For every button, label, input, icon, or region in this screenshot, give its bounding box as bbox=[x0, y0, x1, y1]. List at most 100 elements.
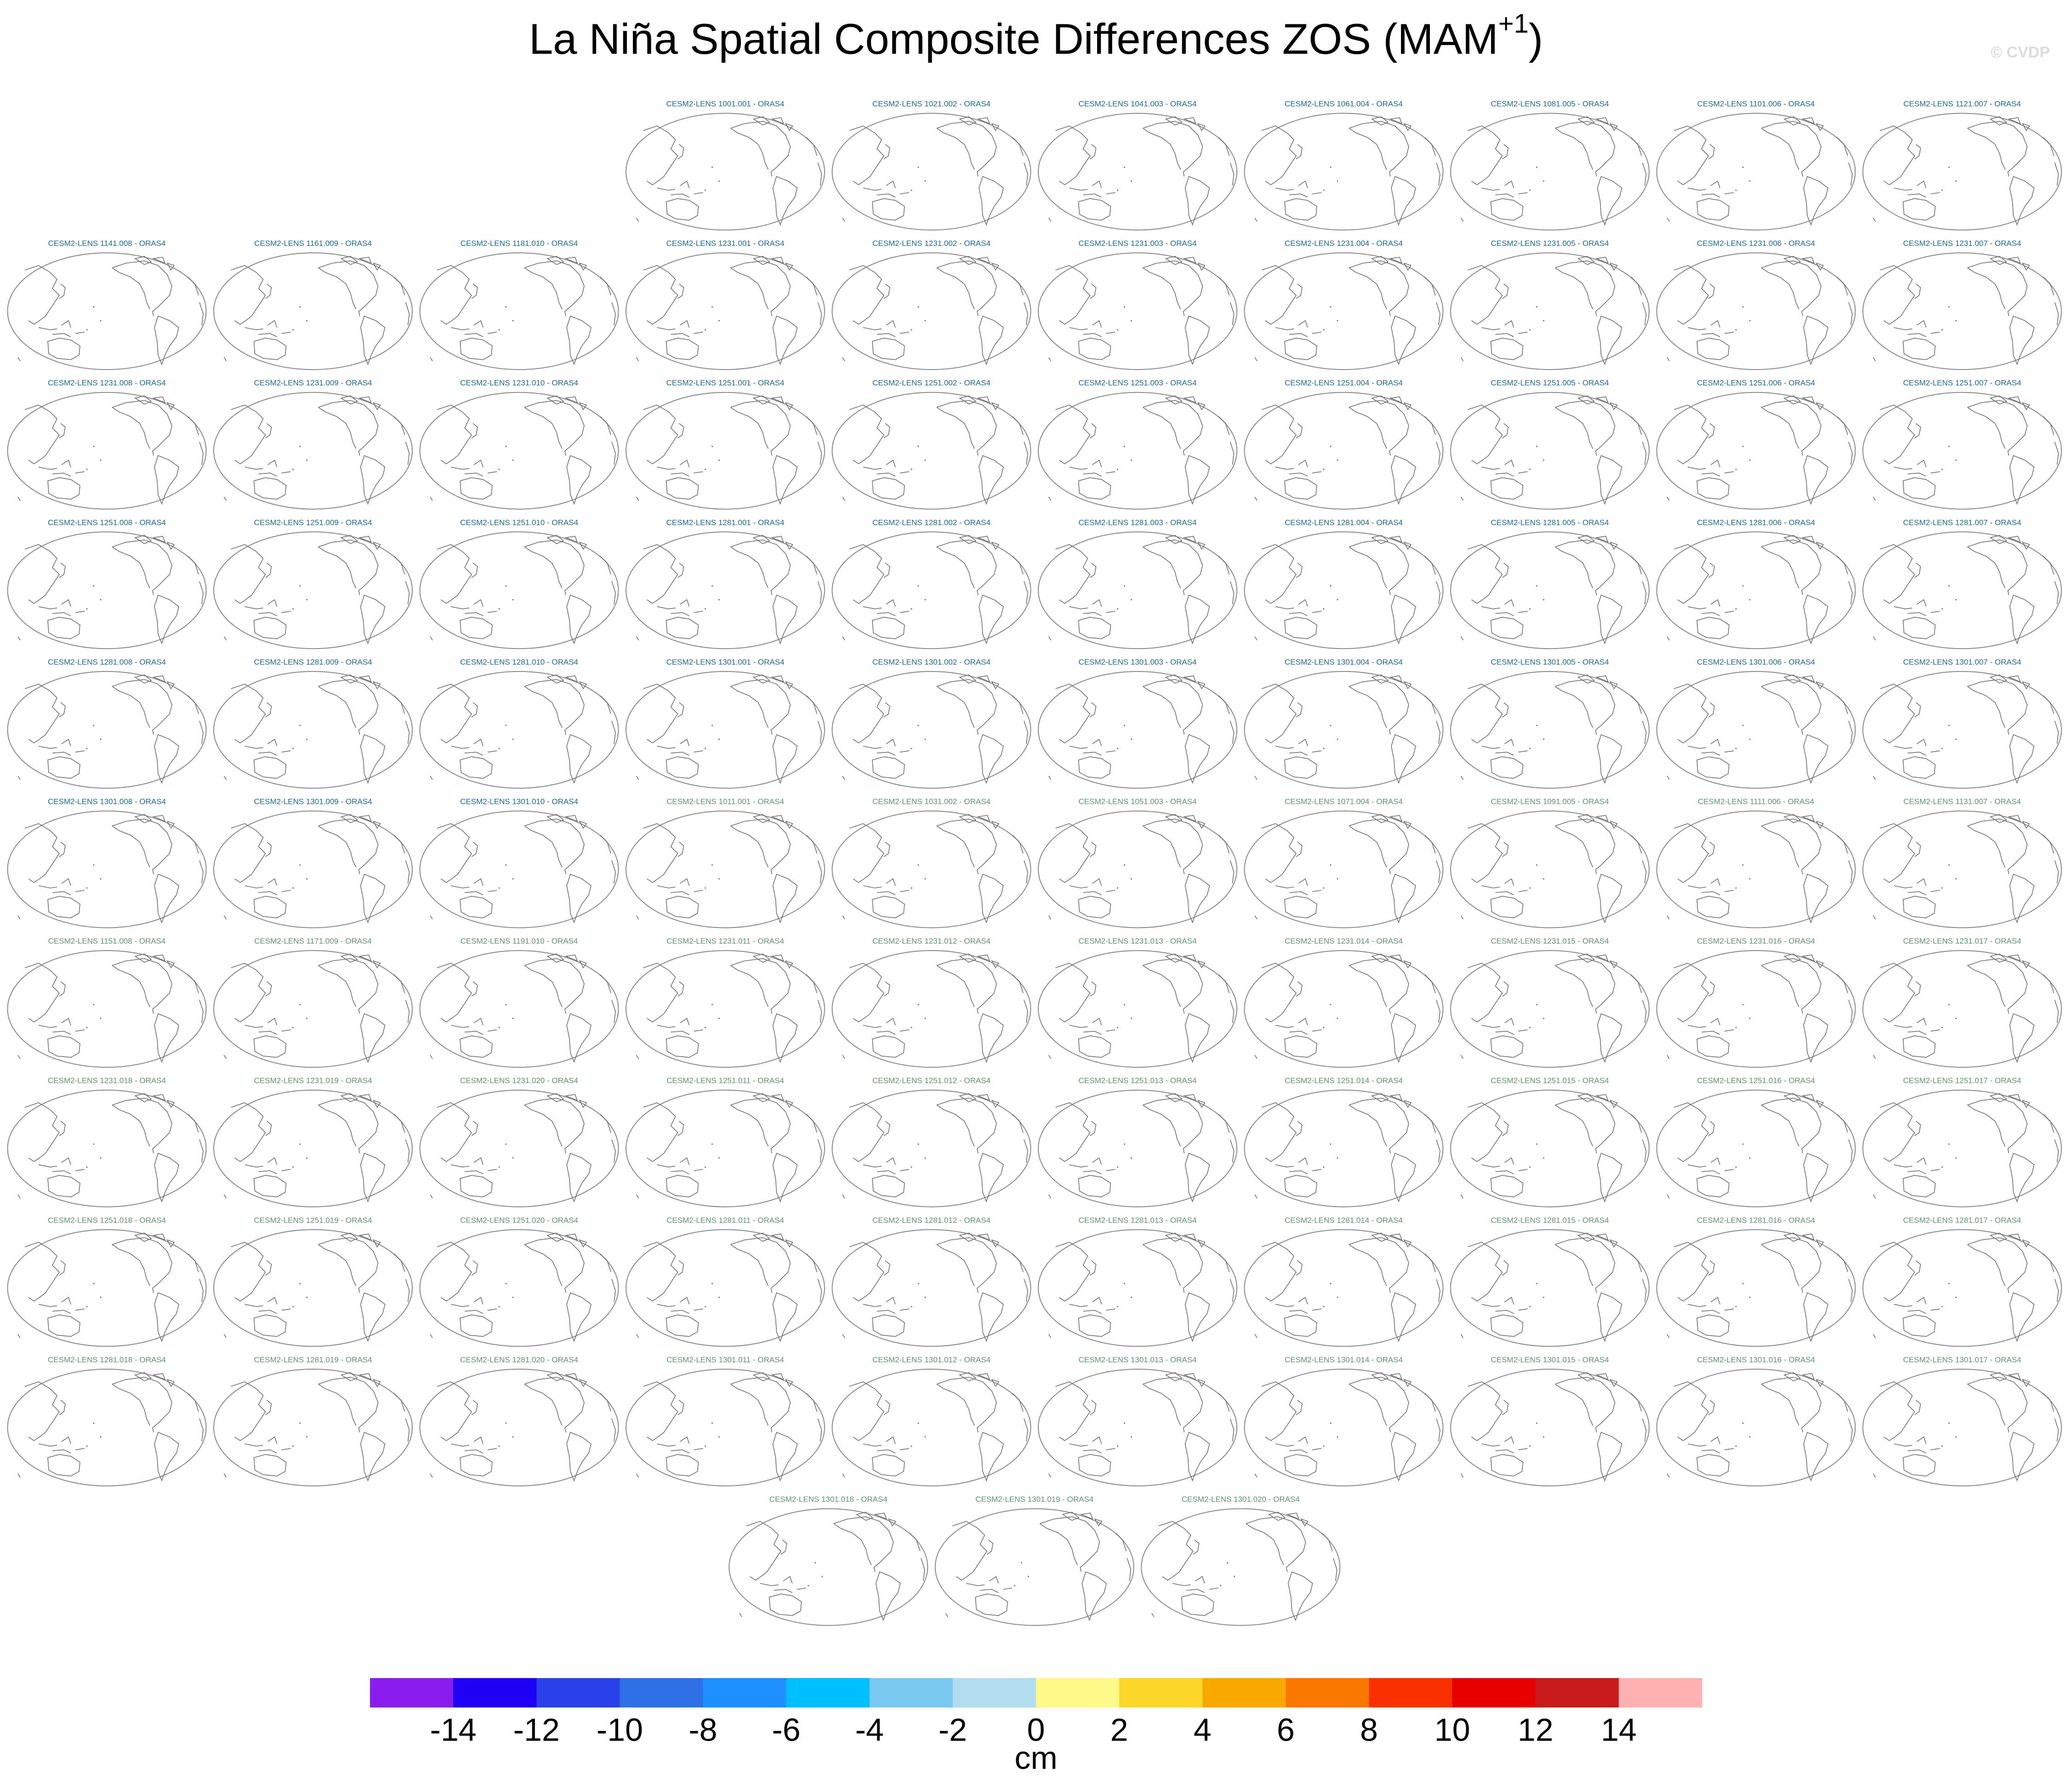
map bbox=[1862, 531, 2062, 649]
map bbox=[1038, 252, 1237, 370]
map bbox=[831, 1229, 1031, 1347]
panel-title: CESM2-LENS 1231.005 - ORAS4 bbox=[1491, 239, 1609, 248]
map-panel: CESM2-LENS 1251.016 - ORAS4 bbox=[1656, 1076, 1856, 1207]
panel-title: CESM2-LENS 1301.001 - ORAS4 bbox=[666, 658, 784, 666]
map-panel: CESM2-LENS 1281.004 - ORAS4 bbox=[1244, 518, 1444, 649]
colorbar-box bbox=[370, 1678, 454, 1707]
panel-title: CESM2-LENS 1251.005 - ORAS4 bbox=[1491, 379, 1609, 387]
map-panel: CESM2-LENS 1041.003 - ORAS4 bbox=[1038, 99, 1237, 231]
panel-title: CESM2-LENS 1231.018 - ORAS4 bbox=[48, 1076, 166, 1085]
map bbox=[1656, 531, 1856, 649]
panel-title: CESM2-LENS 1231.016 - ORAS4 bbox=[1697, 937, 1815, 945]
panel-title: CESM2-LENS 1281.018 - ORAS4 bbox=[48, 1355, 166, 1364]
map-panel: CESM2-LENS 1281.008 - ORAS4 bbox=[7, 658, 207, 789]
map-panel: CESM2-LENS 1131.007 - ORAS4 bbox=[1862, 797, 2062, 928]
map bbox=[831, 252, 1031, 370]
panel-title: CESM2-LENS 1181.010 - ORAS4 bbox=[461, 239, 578, 248]
map bbox=[626, 1229, 825, 1347]
panel-title: CESM2-LENS 1121.007 - ORAS4 bbox=[1903, 99, 2021, 108]
map-panel: CESM2-LENS 1281.005 - ORAS4 bbox=[1450, 518, 1650, 649]
panel-title: CESM2-LENS 1051.003 - ORAS4 bbox=[1078, 797, 1196, 806]
panel-title: CESM2-LENS 1301.017 - ORAS4 bbox=[1903, 1355, 2021, 1364]
map-panel: CESM2-LENS 1281.016 - ORAS4 bbox=[1656, 1216, 1856, 1347]
panel-title: CESM2-LENS 1301.008 - ORAS4 bbox=[48, 797, 166, 806]
map bbox=[1244, 1229, 1444, 1347]
panel-title: CESM2-LENS 1251.008 - ORAS4 bbox=[48, 518, 166, 527]
panel-title: CESM2-LENS 1301.014 - ORAS4 bbox=[1285, 1355, 1403, 1364]
map-panel: CESM2-LENS 1051.003 - ORAS4 bbox=[1038, 797, 1237, 928]
map bbox=[1656, 810, 1856, 928]
colorbar-box bbox=[869, 1678, 953, 1707]
panel-title: CESM2-LENS 1281.010 - ORAS4 bbox=[460, 658, 578, 666]
colorbar-box bbox=[952, 1678, 1036, 1707]
map bbox=[626, 113, 825, 231]
map-panel: CESM2-LENS 1031.002 - ORAS4 bbox=[831, 797, 1031, 928]
panel-title: CESM2-LENS 1281.003 - ORAS4 bbox=[1078, 518, 1196, 527]
map-panel: CESM2-LENS 1301.011 - ORAS4 bbox=[626, 1355, 825, 1486]
map bbox=[1244, 252, 1444, 370]
map bbox=[419, 252, 619, 370]
map-panel: CESM2-LENS 1061.004 - ORAS4 bbox=[1244, 99, 1444, 231]
panel-title: CESM2-LENS 1281.016 - ORAS4 bbox=[1697, 1216, 1815, 1224]
map-panel: CESM2-LENS 1281.012 - ORAS4 bbox=[831, 1216, 1031, 1347]
map bbox=[1656, 671, 1856, 789]
map bbox=[419, 392, 619, 510]
map-panel: CESM2-LENS 1251.004 - ORAS4 bbox=[1244, 379, 1444, 510]
map bbox=[7, 531, 207, 649]
colorbar-tick-label: 14 bbox=[1601, 1712, 1637, 1747]
watermark: © CVDP bbox=[1991, 44, 2050, 61]
colorbar-tick-label: -6 bbox=[772, 1712, 801, 1747]
panel-title: CESM2-LENS 1301.010 - ORAS4 bbox=[460, 797, 578, 806]
map bbox=[1244, 671, 1444, 789]
panel-title: CESM2-LENS 1231.020 - ORAS4 bbox=[460, 1076, 578, 1085]
map bbox=[419, 1229, 619, 1347]
panel-title: CESM2-LENS 1161.009 - ORAS4 bbox=[254, 239, 372, 248]
map bbox=[213, 810, 413, 928]
map bbox=[831, 392, 1031, 510]
panel-title: CESM2-LENS 1251.001 - ORAS4 bbox=[666, 379, 784, 387]
map bbox=[1862, 671, 2062, 789]
map-panel: CESM2-LENS 1231.008 - ORAS4 bbox=[7, 379, 207, 510]
colorbar-tick-label: 2 bbox=[1110, 1712, 1128, 1747]
panel-title: CESM2-LENS 1111.006 - ORAS4 bbox=[1698, 797, 1814, 806]
map bbox=[729, 1508, 928, 1626]
map bbox=[7, 392, 207, 510]
panel-title: CESM2-LENS 1231.019 - ORAS4 bbox=[254, 1076, 372, 1085]
panel-title: CESM2-LENS 1231.003 - ORAS4 bbox=[1078, 239, 1196, 248]
map bbox=[831, 1368, 1031, 1486]
map-panel: CESM2-LENS 1301.007 - ORAS4 bbox=[1862, 658, 2062, 789]
panel-title: CESM2-LENS 1231.017 - ORAS4 bbox=[1903, 937, 2021, 945]
panel-title: CESM2-LENS 1231.012 - ORAS4 bbox=[872, 937, 990, 945]
map bbox=[1656, 1089, 1856, 1207]
map-panel: CESM2-LENS 1231.009 - ORAS4 bbox=[213, 379, 413, 510]
map-panel: CESM2-LENS 1301.016 - ORAS4 bbox=[1656, 1355, 1856, 1486]
map-panel: CESM2-LENS 1301.013 - ORAS4 bbox=[1038, 1355, 1237, 1486]
map bbox=[1862, 1229, 2062, 1347]
panel-title: CESM2-LENS 1171.009 - ORAS4 bbox=[254, 937, 372, 945]
panel-title: CESM2-LENS 1301.004 - ORAS4 bbox=[1285, 658, 1403, 666]
map bbox=[1450, 671, 1650, 789]
map-panel: CESM2-LENS 1231.013 - ORAS4 bbox=[1038, 937, 1237, 1068]
panel-title: CESM2-LENS 1231.002 - ORAS4 bbox=[872, 239, 990, 248]
map-panel: CESM2-LENS 1281.001 - ORAS4 bbox=[626, 518, 825, 649]
map bbox=[1038, 113, 1237, 231]
map-panel: CESM2-LENS 1091.005 - ORAS4 bbox=[1450, 797, 1650, 928]
map-panel: CESM2-LENS 1301.012 - ORAS4 bbox=[831, 1355, 1031, 1486]
map-panel: CESM2-LENS 1231.015 - ORAS4 bbox=[1450, 937, 1650, 1068]
map bbox=[1038, 1089, 1237, 1207]
map-panel: CESM2-LENS 1251.013 - ORAS4 bbox=[1038, 1076, 1237, 1207]
map bbox=[831, 113, 1031, 231]
map-panel: CESM2-LENS 1251.011 - ORAS4 bbox=[626, 1076, 825, 1207]
map-panel: CESM2-LENS 1281.010 - ORAS4 bbox=[419, 658, 619, 789]
map-panel: CESM2-LENS 1121.007 - ORAS4 bbox=[1862, 99, 2062, 231]
panel-title: CESM2-LENS 1301.015 - ORAS4 bbox=[1491, 1355, 1609, 1364]
map bbox=[626, 1368, 825, 1486]
map bbox=[1656, 950, 1856, 1068]
map-panel: CESM2-LENS 1251.020 - ORAS4 bbox=[419, 1216, 619, 1347]
panel-title: CESM2-LENS 1131.007 - ORAS4 bbox=[1903, 797, 2021, 806]
map-panel: CESM2-LENS 1251.005 - ORAS4 bbox=[1450, 379, 1650, 510]
colorbar-box bbox=[786, 1678, 870, 1707]
colorbar-tick-label: -8 bbox=[689, 1712, 717, 1747]
map bbox=[7, 1089, 207, 1207]
map bbox=[626, 950, 825, 1068]
